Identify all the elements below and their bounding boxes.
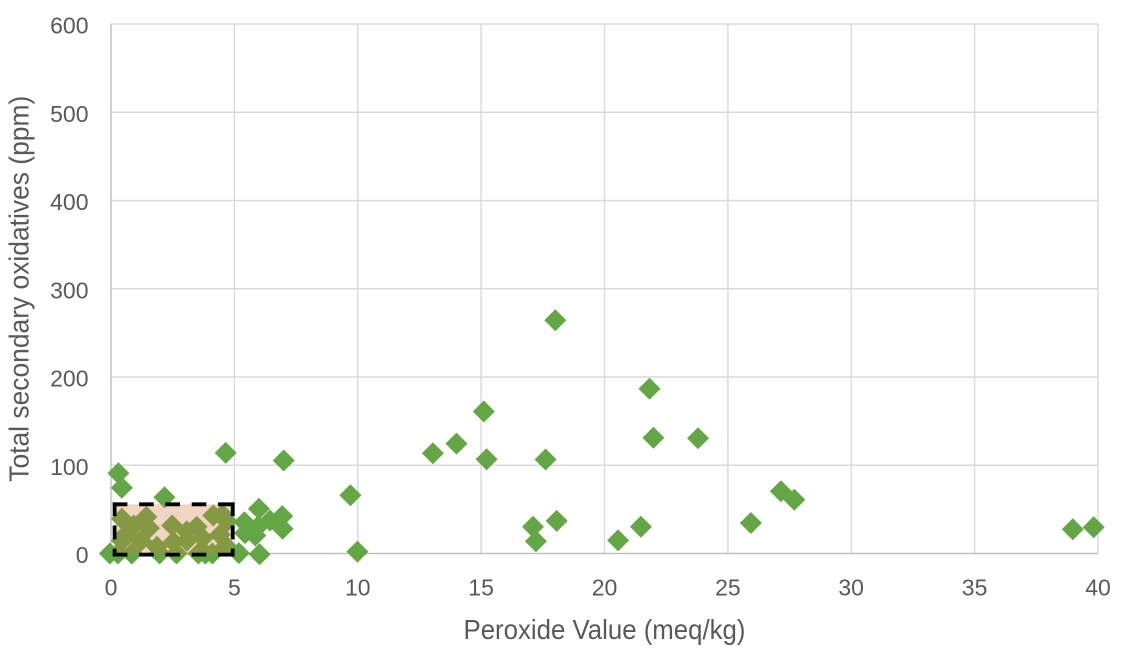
svg-text:5: 5 (228, 575, 241, 601)
svg-text:35: 35 (962, 575, 988, 601)
svg-text:15: 15 (468, 575, 494, 601)
svg-text:Peroxide Value (meq/kg): Peroxide Value (meq/kg) (464, 614, 746, 645)
svg-text:30: 30 (838, 575, 864, 601)
svg-text:500: 500 (50, 101, 88, 127)
svg-text:200: 200 (50, 366, 88, 392)
svg-text:Total secondary oxidatives (pp: Total secondary oxidatives (ppm) (3, 96, 34, 482)
svg-text:400: 400 (50, 189, 88, 215)
svg-text:10: 10 (345, 575, 371, 601)
svg-text:300: 300 (50, 277, 88, 303)
svg-text:20: 20 (592, 575, 618, 601)
svg-text:40: 40 (1085, 575, 1111, 601)
svg-text:0: 0 (76, 542, 89, 568)
svg-text:100: 100 (50, 454, 88, 480)
svg-text:0: 0 (105, 575, 118, 601)
svg-text:25: 25 (715, 575, 741, 601)
svg-text:600: 600 (50, 13, 88, 39)
